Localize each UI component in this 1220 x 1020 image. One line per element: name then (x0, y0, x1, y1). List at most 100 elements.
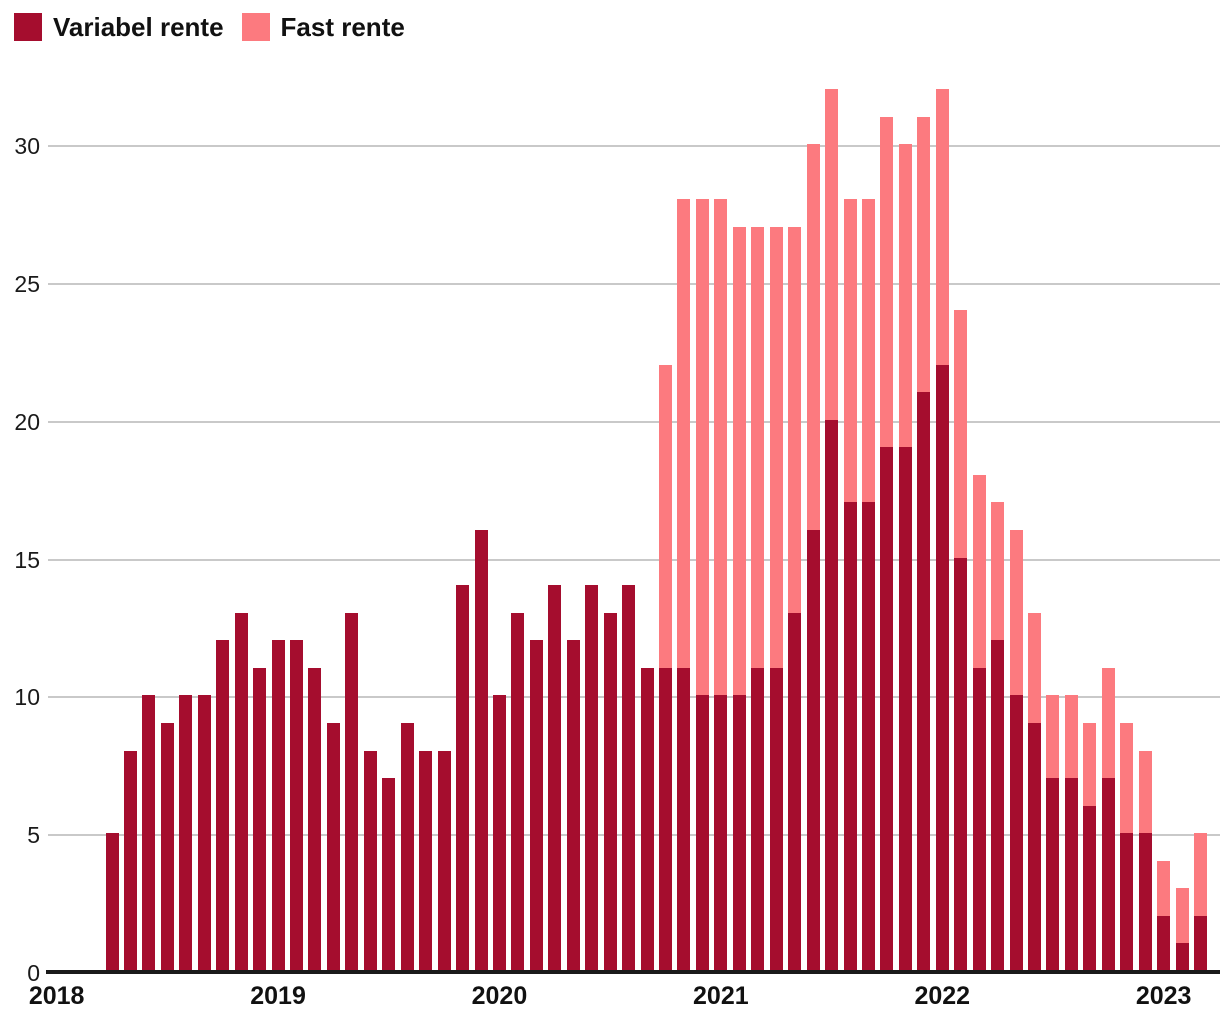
bar-segment-variabel (622, 585, 636, 971)
bar-segment-variabel (290, 640, 303, 971)
bar-segment-variabel (105, 833, 119, 971)
bar-segment-variabel (935, 364, 949, 971)
x-axis-label-2020: 2020 (471, 982, 528, 1010)
bar-segment-variabel (123, 750, 137, 971)
bar-segment-fast (1083, 722, 1097, 806)
bar-segment-variabel (142, 695, 156, 971)
bar-segment-fast (732, 226, 746, 696)
bar-segment-variabel (456, 585, 470, 971)
x-axis-label-2022: 2022 (914, 982, 971, 1010)
bar-segment-variabel (1028, 722, 1041, 971)
bar-segment-variabel (382, 778, 396, 971)
bar-segment-variabel (492, 695, 506, 971)
y-axis-tick-label: 20 (14, 408, 40, 435)
bar-segment-fast (1009, 530, 1023, 696)
bar-segment-variabel (197, 695, 211, 971)
bar-segment-variabel (1175, 943, 1189, 971)
bar-segment-variabel (880, 447, 894, 971)
bar-segment-variabel (216, 640, 230, 971)
y-axis-tick-label: 5 (27, 822, 40, 849)
bar-segment-fast (695, 199, 709, 696)
legend-swatch-variabel-rente-icon (14, 13, 42, 41)
bar-segment-variabel (419, 750, 433, 971)
bar-segment-variabel (511, 612, 525, 971)
bar-segment-variabel (566, 640, 580, 971)
bar-segment-variabel (751, 667, 765, 971)
bar-segment-fast (1157, 860, 1171, 916)
bar-segment-variabel (1046, 778, 1060, 971)
bar-segment-fast (935, 89, 949, 365)
y-axis-tick-label: 15 (14, 546, 40, 573)
bar-segment-variabel (234, 612, 248, 971)
bar-segment-variabel (585, 585, 599, 971)
bar-segment-fast (677, 199, 691, 668)
bar-segment-variabel (972, 667, 986, 971)
bar-segment-fast (1064, 695, 1078, 779)
bar-segment-variabel (400, 722, 414, 971)
gridline-y-30 (48, 145, 1220, 148)
legend-swatch-fast-rente-icon (241, 13, 270, 41)
bar-segment-fast (1194, 833, 1208, 916)
bar-segment-fast (898, 144, 912, 448)
bar-segment-fast (1138, 750, 1152, 834)
bar-segment-variabel (179, 695, 193, 971)
bar-segment-variabel (1101, 778, 1115, 971)
x-axis-label-2021: 2021 (693, 982, 749, 1010)
y-axis-tick-label: 30 (14, 133, 40, 160)
y-axis-tick-label: 25 (14, 271, 40, 297)
bar-segment-variabel (991, 640, 1005, 971)
legend-label-fast-rente: Fast rente (280, 12, 405, 42)
bar-segment-variabel (1138, 833, 1152, 971)
gridline-y-25 (48, 283, 1220, 285)
bar-segment-fast (1175, 888, 1189, 944)
bar-segment-variabel (1157, 915, 1171, 971)
legend: Variabel rente Fast rente (14, 13, 405, 41)
bar-segment-variabel (1194, 915, 1208, 971)
bar-segment-variabel (677, 667, 691, 971)
bar-segment-fast (825, 89, 839, 420)
x-axis-label-2019: 2019 (250, 982, 306, 1010)
bar-segment-fast (714, 199, 728, 696)
y-axis-tick-label: 0 (27, 960, 40, 986)
bar-segment-fast (659, 364, 672, 668)
bar-segment-fast (1101, 667, 1115, 779)
bar-segment-variabel (714, 695, 728, 971)
bar-segment-fast (991, 502, 1005, 641)
bar-segment-variabel (954, 557, 968, 971)
bar-segment-fast (972, 474, 986, 668)
bar-segment-fast (1028, 612, 1041, 723)
bar-segment-variabel (1083, 805, 1097, 971)
bar-segment-variabel (253, 667, 267, 971)
bar-segment-variabel (769, 667, 783, 971)
bar-segment-variabel (308, 667, 322, 971)
bar-segment-variabel (603, 612, 617, 971)
bar-segment-variabel (640, 667, 654, 971)
legend-label-variabel-rente: Variabel rente (53, 12, 224, 42)
bar-segment-variabel (861, 502, 875, 971)
legend-item-fast-rente: Fast rente (241, 12, 405, 42)
bar-segment-variabel (271, 640, 285, 971)
bar-segment-fast (1120, 722, 1134, 834)
bar-segment-variabel (788, 612, 802, 971)
bar-segment-variabel (1064, 778, 1078, 971)
bar-segment-fast (843, 199, 857, 503)
bar-segment-fast (806, 144, 820, 531)
gridline-y-20 (48, 420, 1220, 423)
bar-segment-fast (788, 226, 802, 613)
bar-segment-variabel (363, 750, 377, 971)
gridline-y-15 (48, 558, 1220, 561)
bar-segment-variabel (326, 722, 340, 971)
bar-segment-fast (880, 116, 894, 448)
bar-segment-variabel (529, 640, 543, 971)
bar-segment-variabel (1009, 695, 1023, 971)
bar-segment-fast (954, 309, 968, 558)
bar-segment-variabel (659, 667, 672, 971)
bar-segment-variabel (437, 750, 451, 971)
bar-segment-variabel (548, 585, 562, 971)
bar-segment-variabel (843, 502, 857, 971)
y-axis-tick-label: 10 (14, 684, 40, 711)
bar-segment-variabel (160, 722, 174, 971)
x-axis-line (46, 970, 1220, 974)
